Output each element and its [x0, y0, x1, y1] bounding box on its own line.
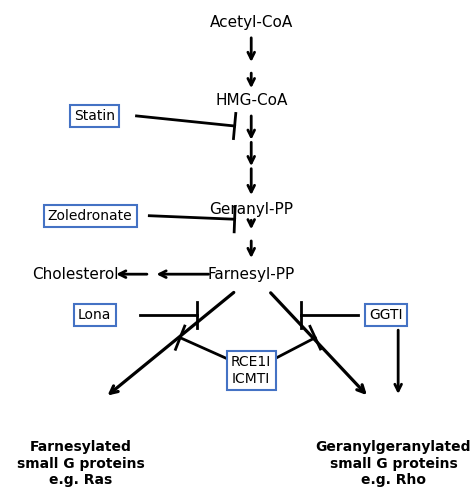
Text: Geranyl-PP: Geranyl-PP	[209, 202, 293, 217]
Text: Lona: Lona	[78, 308, 111, 322]
Text: GGTI: GGTI	[370, 308, 403, 322]
Text: Farnesyl-PP: Farnesyl-PP	[208, 267, 295, 282]
Text: Zoledronate: Zoledronate	[48, 209, 132, 223]
Text: RCE1I
ICMTI: RCE1I ICMTI	[231, 355, 271, 386]
Text: Statin: Statin	[74, 109, 115, 123]
Text: Acetyl-CoA: Acetyl-CoA	[210, 15, 293, 30]
Text: Cholesterol: Cholesterol	[33, 267, 119, 282]
Text: Farnesylated
small G proteins
e.g. Ras: Farnesylated small G proteins e.g. Ras	[17, 440, 145, 487]
Text: Geranylgeranylated
small G proteins
e.g. Rho: Geranylgeranylated small G proteins e.g.…	[316, 440, 471, 487]
Text: HMG-CoA: HMG-CoA	[215, 93, 287, 108]
